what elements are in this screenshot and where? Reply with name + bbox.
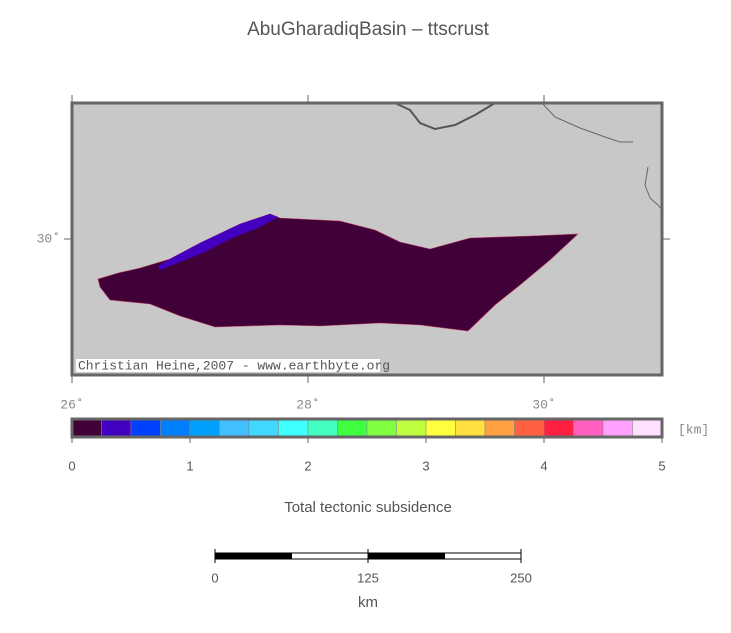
colorbar-cell [455,418,486,438]
lon-label: 26˚ [60,397,83,412]
colorbar-unit: [km] [678,422,709,437]
colorbar-cell [248,418,279,438]
colorbar-tick-label: 2 [304,458,311,473]
lon-label: 30˚ [532,397,555,412]
colorbar-tick-label: 1 [186,458,193,473]
colorbar-cell [189,418,220,438]
colorbar-tick-label: 0 [68,458,75,473]
colorbar-cell [573,418,604,438]
colorbar-tick-label: 5 [658,458,665,473]
colorbar-cell [71,418,102,438]
colorbar-cell [602,418,633,438]
lon-label: 28˚ [296,397,319,412]
river [541,102,663,211]
scale-tick-label: 0 [211,570,218,585]
colorbar-cell [307,418,338,438]
colorbar-cell [101,418,132,438]
scale-segment [367,552,445,560]
colorbar-cell [219,418,250,438]
colorbar-tick-label: 3 [422,458,429,473]
scale-segment [291,552,369,560]
credit-box [76,359,380,372]
colorbar-cell [632,418,663,438]
colorbar-border [70,417,664,439]
colorbar-cell [543,418,574,438]
basin-edge [158,214,278,270]
colorbar-tick-label: 4 [540,458,547,473]
colorbar-cell [484,418,515,438]
scale-tick-label: 125 [357,570,379,585]
scale-tick-label: 250 [510,570,532,585]
coastline [394,102,496,131]
scale-unit: km [358,594,378,611]
colorbar-cell [160,418,191,438]
colorbar-cell [366,418,397,438]
colorbar-cell [514,418,545,438]
colorbar-cell [337,418,368,438]
colorbar-cell [278,418,309,438]
title: AbuGharadiqBasin – ttscrust [247,19,490,40]
colorbar-cell [425,418,456,438]
colorbar-cell [396,418,427,438]
colorbar-label: Total tectonic subsidence [284,499,452,516]
credit: Christian Heine,2007 - www.earthbyte.org [78,358,390,373]
scale-segment [214,552,292,560]
colorbar-cell [130,418,161,438]
lat-label: 30˚ [37,231,60,246]
scale-segment [444,552,522,560]
